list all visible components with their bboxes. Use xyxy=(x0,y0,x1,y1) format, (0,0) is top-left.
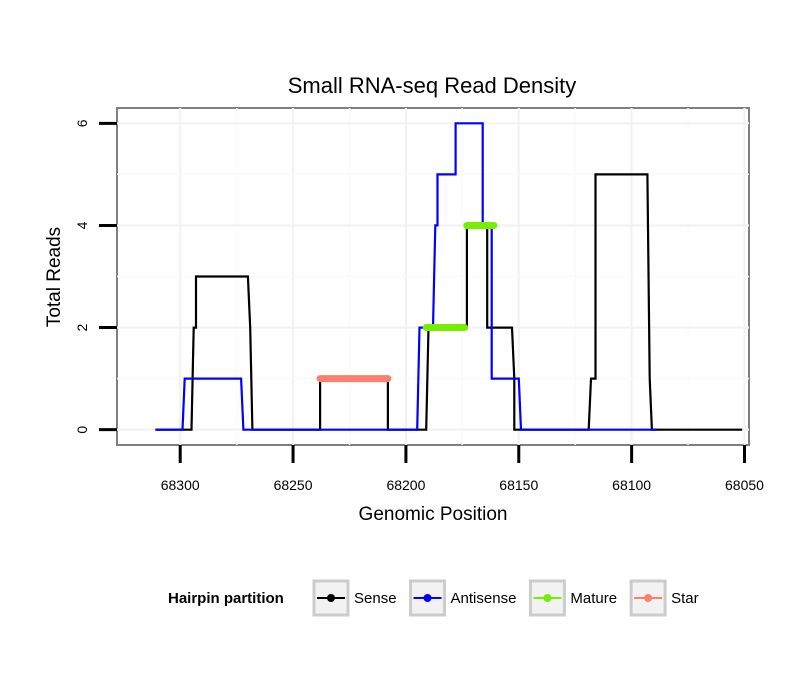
x-axis-title: Genomic Position xyxy=(359,504,508,525)
x-tick-label: 68050 xyxy=(725,477,764,493)
x-tick-label: 68150 xyxy=(499,477,538,493)
y-tick-label: 0 xyxy=(74,426,90,434)
legend-key-point-mature xyxy=(543,594,552,602)
chart-title: Small RNA-seq Read Density xyxy=(288,73,577,98)
axes: 68300 68250 68200 68150 68100 68050 0 2 4 6 xyxy=(74,119,764,493)
x-tick-label: 68100 xyxy=(612,477,651,493)
x-tick-label: 68300 xyxy=(161,477,200,493)
legend-label-mature: Mature xyxy=(570,590,617,607)
legend: Hairpin partition Sense Antisense Mature St… xyxy=(168,579,699,617)
legend-key-point-star xyxy=(644,594,653,602)
y-axis-title: Total Reads xyxy=(44,227,65,327)
legend-title: Hairpin partition xyxy=(168,590,284,607)
y-tick-label: 4 xyxy=(74,221,90,229)
y-tick-label: 2 xyxy=(74,323,90,331)
legend-entries: Sense Antisense Mature Star xyxy=(312,579,699,617)
x-tick-label: 68250 xyxy=(274,477,313,493)
y-tick-label: 6 xyxy=(74,119,90,127)
series-layer xyxy=(155,122,743,431)
legend-label-star: Star xyxy=(671,590,699,607)
legend-label-antisense: Antisense xyxy=(451,590,517,607)
legend-key-point-antisense xyxy=(423,594,432,602)
x-tick-label: 68200 xyxy=(386,477,425,493)
legend-key-point-sense xyxy=(327,594,335,602)
legend-label-sense: Sense xyxy=(354,590,397,607)
series-line-antisense xyxy=(155,122,657,431)
